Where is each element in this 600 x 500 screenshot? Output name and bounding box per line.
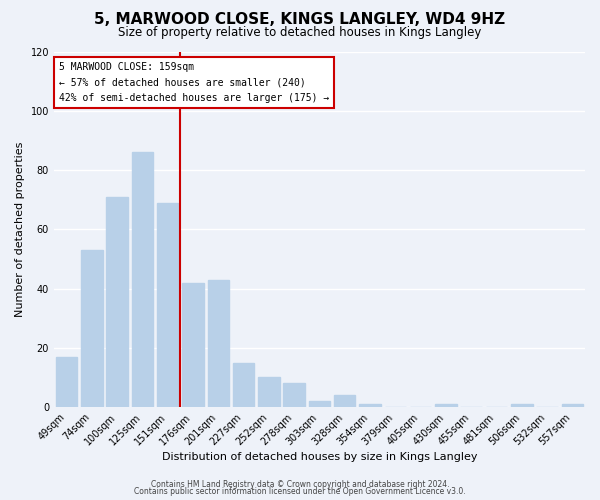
Bar — [81, 250, 103, 407]
Text: 5 MARWOOD CLOSE: 159sqm
← 57% of detached houses are smaller (240)
42% of semi-d: 5 MARWOOD CLOSE: 159sqm ← 57% of detache… — [59, 62, 329, 104]
Bar — [511, 404, 533, 407]
Bar — [435, 404, 457, 407]
Bar — [106, 196, 128, 407]
Bar — [258, 378, 280, 407]
Bar — [309, 401, 330, 407]
Bar — [283, 384, 305, 407]
Bar — [208, 280, 229, 407]
Bar — [334, 395, 355, 407]
Bar — [182, 282, 204, 407]
Text: Size of property relative to detached houses in Kings Langley: Size of property relative to detached ho… — [118, 26, 482, 39]
Bar — [562, 404, 583, 407]
Y-axis label: Number of detached properties: Number of detached properties — [15, 142, 25, 317]
Bar — [359, 404, 381, 407]
X-axis label: Distribution of detached houses by size in Kings Langley: Distribution of detached houses by size … — [162, 452, 477, 462]
Text: 5, MARWOOD CLOSE, KINGS LANGLEY, WD4 9HZ: 5, MARWOOD CLOSE, KINGS LANGLEY, WD4 9HZ — [94, 12, 506, 28]
Text: Contains public sector information licensed under the Open Government Licence v3: Contains public sector information licen… — [134, 488, 466, 496]
Bar — [56, 356, 77, 407]
Bar — [157, 202, 178, 407]
Bar — [233, 362, 254, 407]
Bar — [131, 152, 153, 407]
Text: Contains HM Land Registry data © Crown copyright and database right 2024.: Contains HM Land Registry data © Crown c… — [151, 480, 449, 489]
